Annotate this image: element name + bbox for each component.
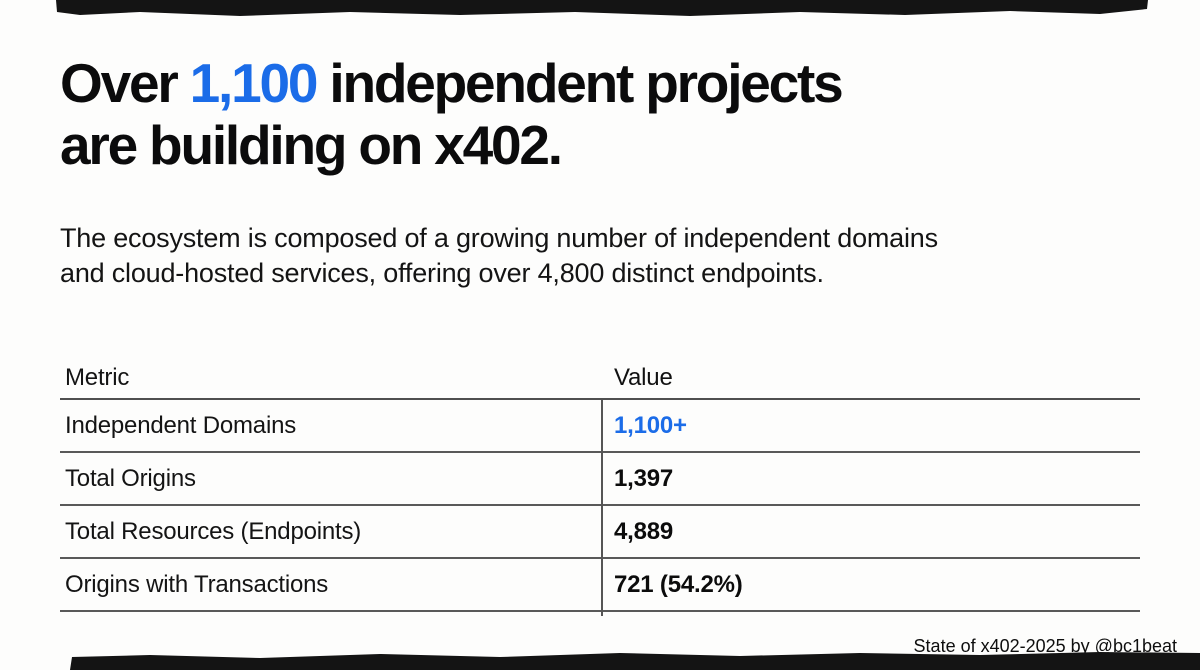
credit-text: State of x402-2025 by @bc1beat (913, 636, 1177, 656)
page-title-line1: Over 1,100 independent projects (60, 52, 844, 114)
table-row: Total Origins 1,397 (60, 453, 1140, 506)
table-header-row: Metric Value (60, 358, 1140, 400)
top-torn-bar-decoration (56, 0, 1148, 16)
table-row: Independent Domains 1,100+ (60, 400, 1140, 453)
table-row: Origins with Transactions 721 (54.2%) (60, 559, 1140, 612)
table-row: Total Resources (Endpoints) 4,889 (60, 506, 1140, 559)
metric-value: 721 (54.2%) (614, 570, 743, 598)
metrics-table: Metric Value Independent Domains 1,100+ … (60, 358, 1140, 616)
column-header-value: Value (614, 364, 673, 391)
metric-label: Total Origins (65, 464, 196, 492)
subtitle-line1: The ecosystem is composed of a growing n… (60, 223, 938, 253)
title-prefix: Over (60, 52, 190, 114)
title-suffix: independent projects (316, 52, 843, 114)
page-title-line2: are building on x402. (60, 114, 563, 176)
metric-value: 1,397 (614, 464, 674, 492)
bottom-torn-bar-decoration (70, 652, 1200, 670)
page-subtitle: The ecosystem is composed of a growing n… (60, 221, 938, 291)
page-title: Over 1,100 independent projects are buil… (60, 52, 844, 176)
metric-label: Total Resources (Endpoints) (65, 517, 362, 545)
subtitle-line2: and cloud-hosted services, offering over… (60, 258, 824, 288)
column-header-metric: Metric (65, 364, 130, 391)
metric-value: 4,889 (614, 517, 674, 545)
title-highlight-number: 1,100 (189, 52, 319, 114)
metric-value: 1,100+ (614, 411, 687, 439)
table-column-divider (601, 400, 603, 616)
metric-label: Independent Domains (65, 411, 297, 439)
metric-label: Origins with Transactions (65, 570, 329, 598)
